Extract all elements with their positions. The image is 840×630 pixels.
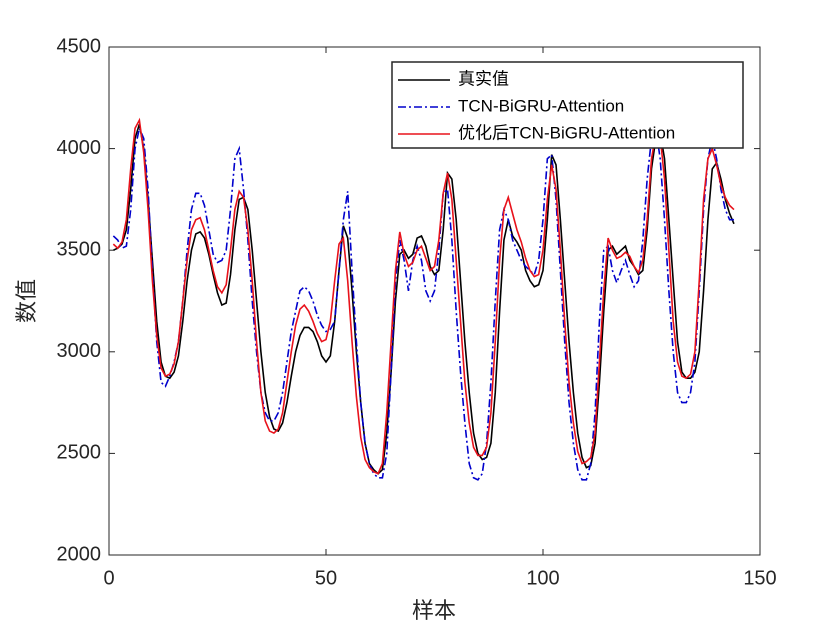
x-tick-label: 100 <box>526 567 559 589</box>
y-tick-label: 2000 <box>57 543 102 565</box>
x-tick-label: 50 <box>315 567 337 589</box>
y-tick-label: 4000 <box>57 137 102 159</box>
data-line <box>112 125 734 481</box>
legend-label: 优化后TCN-BiGRU-Attention <box>458 123 675 142</box>
x-tick-label: 150 <box>743 567 776 589</box>
legend-box <box>391 61 744 149</box>
y-tick-label: 4500 <box>57 35 102 57</box>
data-line <box>112 117 735 475</box>
y-tick-label: 3000 <box>57 340 102 362</box>
x-tick-label: 0 <box>103 567 114 589</box>
y-axis-label: 数值 <box>14 279 39 323</box>
axes-box <box>108 46 761 556</box>
data-line <box>113 123 735 475</box>
legend-label: 真实值 <box>458 69 509 88</box>
legend-label: TCN-BiGRU-Attention <box>458 96 624 115</box>
x-axis-label: 样本 <box>412 598 456 623</box>
y-tick-label: 2500 <box>57 442 102 464</box>
y-tick-label: 3500 <box>57 238 102 260</box>
